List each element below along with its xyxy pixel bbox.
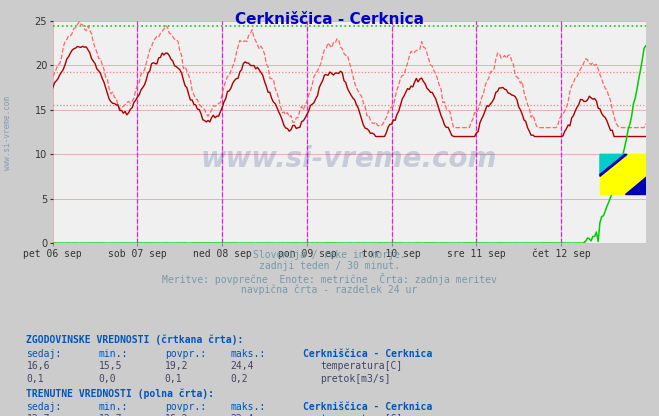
Text: 24,4: 24,4 bbox=[231, 361, 254, 371]
Bar bbox=[600, 154, 649, 194]
Text: Meritve: povprečne  Enote: metrične  Črta: zadnja meritev: Meritve: povprečne Enote: metrične Črta:… bbox=[162, 273, 497, 285]
Text: povpr.:: povpr.: bbox=[165, 402, 206, 412]
Text: maks.:: maks.: bbox=[231, 402, 266, 412]
Text: 12,7: 12,7 bbox=[26, 414, 50, 416]
Text: TRENUTNE VREDNOSTI (polna črta):: TRENUTNE VREDNOSTI (polna črta): bbox=[26, 388, 214, 399]
Text: 12,7: 12,7 bbox=[99, 414, 123, 416]
Text: 22,4: 22,4 bbox=[231, 414, 254, 416]
Polygon shape bbox=[625, 174, 649, 194]
Text: temperatura[C]: temperatura[C] bbox=[320, 414, 403, 416]
Text: sedaj:: sedaj: bbox=[26, 402, 61, 412]
Text: navpična črta - razdelek 24 ur: navpična črta - razdelek 24 ur bbox=[241, 285, 418, 295]
Text: temperatura[C]: temperatura[C] bbox=[320, 361, 403, 371]
Text: www.si-vreme.com: www.si-vreme.com bbox=[201, 145, 498, 173]
Text: 16,6: 16,6 bbox=[26, 361, 50, 371]
Text: 0,2: 0,2 bbox=[231, 374, 248, 384]
Text: ZGODOVINSKE VREDNOSTI (črtkana črta):: ZGODOVINSKE VREDNOSTI (črtkana črta): bbox=[26, 335, 244, 345]
Text: zadnji teden / 30 minut.: zadnji teden / 30 minut. bbox=[259, 261, 400, 271]
Text: Cerkniščica - Cerknica: Cerkniščica - Cerknica bbox=[235, 12, 424, 27]
Text: min.:: min.: bbox=[99, 349, 129, 359]
Polygon shape bbox=[600, 154, 625, 174]
Text: 0,1: 0,1 bbox=[165, 374, 183, 384]
Polygon shape bbox=[600, 154, 627, 176]
Text: pretok[m3/s]: pretok[m3/s] bbox=[320, 374, 391, 384]
Text: Cerkniščica - Cerknica: Cerkniščica - Cerknica bbox=[303, 402, 432, 412]
Text: povpr.:: povpr.: bbox=[165, 349, 206, 359]
Text: min.:: min.: bbox=[99, 402, 129, 412]
Text: www.si-vreme.com: www.si-vreme.com bbox=[3, 96, 13, 170]
Text: Cerkniščica - Cerknica: Cerkniščica - Cerknica bbox=[303, 349, 432, 359]
Text: sedaj:: sedaj: bbox=[26, 349, 61, 359]
Text: 19,2: 19,2 bbox=[165, 361, 188, 371]
Text: 16,2: 16,2 bbox=[165, 414, 188, 416]
Text: 15,5: 15,5 bbox=[99, 361, 123, 371]
Text: 0,0: 0,0 bbox=[99, 374, 117, 384]
Text: Slovenija / reke in morje.: Slovenija / reke in morje. bbox=[253, 250, 406, 260]
Text: maks.:: maks.: bbox=[231, 349, 266, 359]
Text: 0,1: 0,1 bbox=[26, 374, 44, 384]
